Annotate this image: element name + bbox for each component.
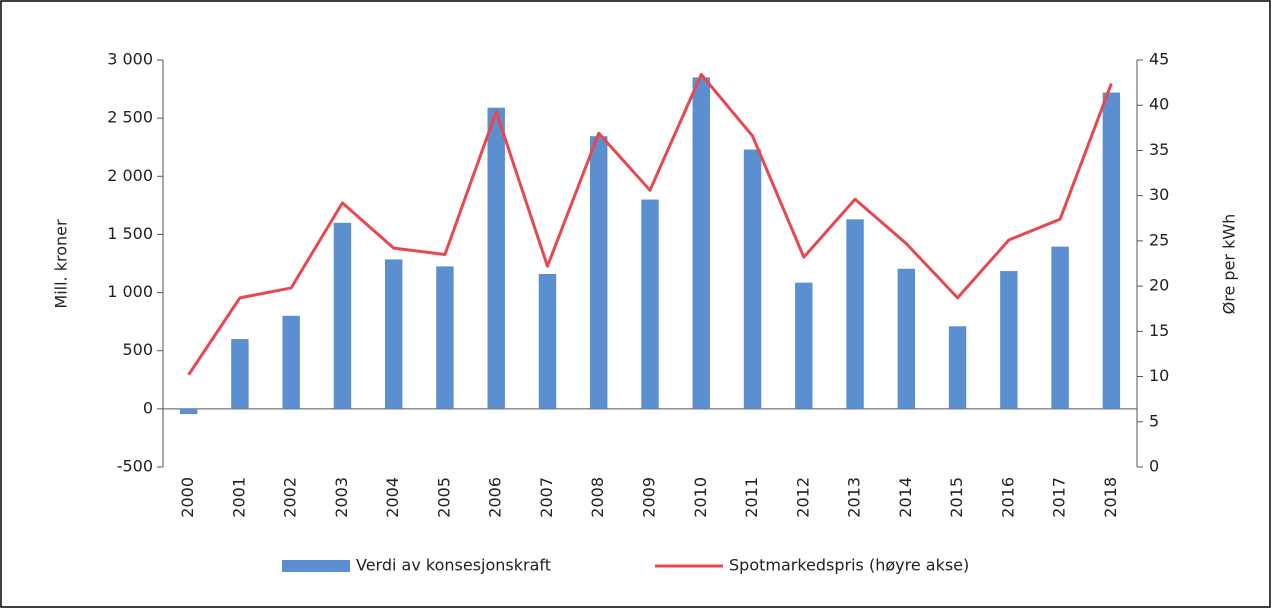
bar [384,259,403,409]
bar [641,199,659,409]
x-tick-label: 2013 [845,477,864,518]
x-tick-label: 2009 [640,477,659,518]
x-tick-label: 2008 [588,477,607,518]
bar [692,77,710,409]
bar [282,315,300,409]
x-tick-label: 2010 [691,477,710,518]
x-tick-label: 2003 [332,477,351,518]
x-tick-label: 2015 [947,477,966,518]
y-tick-label: -500 [117,457,153,476]
bar [179,408,198,415]
y2-axis-title: Øre per kWh [1220,214,1239,315]
legend-label: Spotmarkedspris (høyre akse) [729,556,969,575]
y-tick-label: 500 [122,340,153,359]
legend-label: Verdi av konsesjonskraft [356,556,551,575]
y2-tick-label: 25 [1149,230,1169,249]
bar [897,268,916,409]
y-tick-label: 2 500 [107,108,153,127]
x-tick-label: 2004 [383,477,402,518]
y2-tick-label: 35 [1149,140,1169,159]
x-tick-label: 2002 [281,477,300,518]
x-tick-label: 2001 [229,477,248,518]
bar [795,282,813,409]
bar [231,339,249,409]
y2-tick-label: 45 [1149,50,1169,69]
legend-swatch [282,560,350,572]
bar [590,136,608,409]
x-tick-label: 2000 [178,477,197,518]
bar [333,222,352,409]
y-tick-label: 0 [143,398,153,417]
x-tick-label: 2018 [1101,477,1120,518]
y2-tick-label: 20 [1149,276,1169,295]
line [187,72,1113,376]
y2-tick-label: 5 [1149,411,1159,430]
y-tick-label: 1 000 [107,282,153,301]
y2-tick-label: 10 [1149,366,1169,385]
x-tick-label: 2012 [793,477,812,518]
bar [1102,92,1121,409]
x-tick-label: 2006 [486,477,505,518]
bar [1000,271,1018,409]
bar [846,219,864,409]
y-axis-title: Mill. kroner [52,219,71,309]
y-tick-label: 2 000 [107,166,153,185]
y2-tick-label: 15 [1149,321,1169,340]
bar [436,266,454,409]
x-tick-label: 2005 [434,477,453,518]
bar [538,273,557,409]
y2-tick-label: 40 [1149,95,1169,114]
x-tick-label: 2014 [896,477,915,518]
bar [487,107,505,409]
y2-tick-label: 0 [1149,457,1159,476]
y-tick-label: 1 500 [107,224,153,243]
bar [1051,246,1069,409]
bar [948,326,967,409]
x-tick-label: 2007 [537,477,556,518]
bar [743,149,762,409]
y2-tick-label: 30 [1149,185,1169,204]
x-tick-label: 2017 [1050,477,1069,518]
x-tick-label: 2011 [742,477,761,518]
y-tick-label: 3 000 [107,50,153,69]
x-tick-label: 2016 [998,477,1017,518]
